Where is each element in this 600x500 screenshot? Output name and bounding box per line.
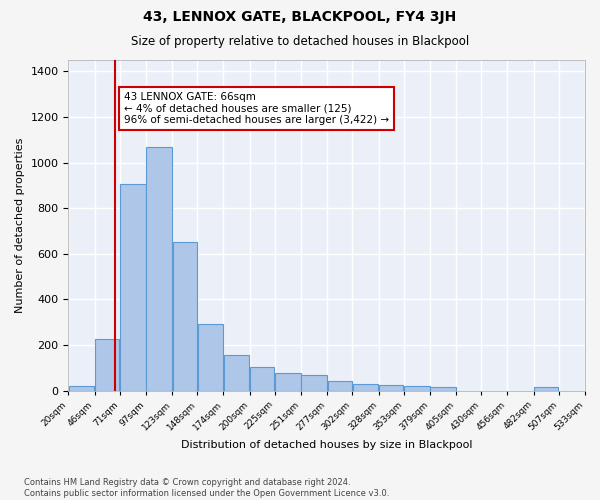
- Bar: [69, 386, 94, 390]
- Bar: [404, 386, 430, 390]
- Text: 43 LENNOX GATE: 66sqm
← 4% of detached houses are smaller (125)
96% of semi-deta: 43 LENNOX GATE: 66sqm ← 4% of detached h…: [124, 92, 389, 125]
- Bar: [250, 366, 274, 390]
- Text: Contains HM Land Registry data © Crown copyright and database right 2024.
Contai: Contains HM Land Registry data © Crown c…: [24, 478, 389, 498]
- Bar: [379, 386, 403, 390]
- Bar: [301, 375, 327, 390]
- Bar: [534, 387, 559, 390]
- Bar: [353, 384, 378, 390]
- Bar: [430, 387, 456, 390]
- Bar: [120, 184, 146, 390]
- Bar: [146, 146, 172, 390]
- X-axis label: Distribution of detached houses by size in Blackpool: Distribution of detached houses by size …: [181, 440, 472, 450]
- Bar: [275, 374, 301, 390]
- Text: 43, LENNOX GATE, BLACKPOOL, FY4 3JH: 43, LENNOX GATE, BLACKPOOL, FY4 3JH: [143, 10, 457, 24]
- Bar: [328, 382, 352, 390]
- Bar: [173, 242, 197, 390]
- Bar: [95, 340, 119, 390]
- Bar: [224, 354, 249, 390]
- Y-axis label: Number of detached properties: Number of detached properties: [15, 138, 25, 313]
- Bar: [197, 324, 223, 390]
- Text: Size of property relative to detached houses in Blackpool: Size of property relative to detached ho…: [131, 35, 469, 48]
